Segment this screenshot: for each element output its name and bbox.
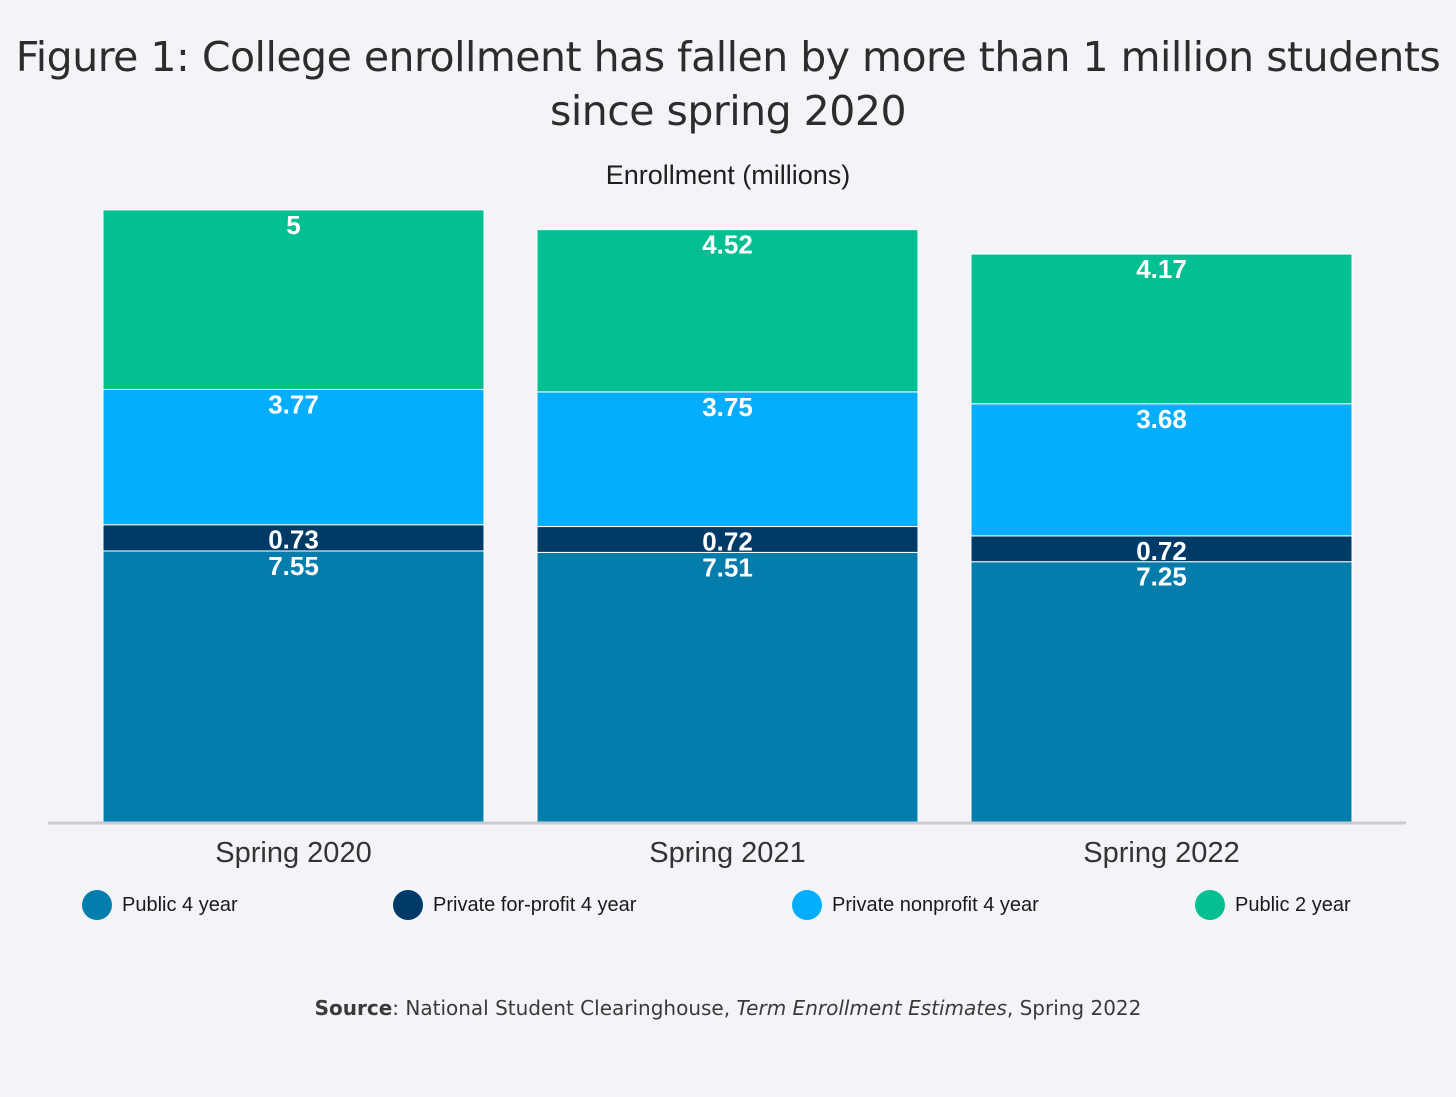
data-label: 3.77 xyxy=(268,389,319,419)
data-label: 4.52 xyxy=(702,230,753,260)
source-sep: : xyxy=(392,996,406,1020)
legend-swatch xyxy=(792,890,822,920)
bar-segment[interactable] xyxy=(102,524,485,552)
bar-segment[interactable] xyxy=(102,388,485,526)
bar-segment[interactable] xyxy=(102,550,485,823)
chart-subtitle: Enrollment (millions) xyxy=(605,160,851,190)
bar-segment[interactable] xyxy=(536,391,919,528)
legend-swatch xyxy=(393,890,423,920)
legend-item-private-for-profit-4-year[interactable]: Private for-profit 4 year xyxy=(393,890,636,920)
source-italic: Term Enrollment Estimates xyxy=(736,996,1007,1020)
data-label: 0.73 xyxy=(268,525,319,555)
data-label: 3.68 xyxy=(1136,404,1187,434)
bar-segment[interactable] xyxy=(536,229,919,393)
bar-segment[interactable] xyxy=(536,551,919,823)
data-label: 7.51 xyxy=(702,552,753,582)
source-tail: , Spring 2022 xyxy=(1006,996,1142,1020)
data-label: 4.17 xyxy=(1136,254,1187,284)
bar-segment[interactable] xyxy=(970,253,1353,405)
bar-stack xyxy=(102,209,485,823)
chart-title: Figure 1: College enrollment has fallen … xyxy=(15,33,1441,135)
legend-item-public-4-year[interactable]: Public 4 year xyxy=(82,890,238,920)
legend-label: Private nonprofit 4 year xyxy=(832,893,1039,916)
legend-item-private-nonprofit-4-year[interactable]: Private nonprofit 4 year xyxy=(792,890,1039,920)
data-label: 0.72 xyxy=(1136,536,1187,566)
bar-segment[interactable] xyxy=(970,403,1353,537)
data-label: 5 xyxy=(286,210,300,240)
data-label: 7.55 xyxy=(268,551,319,581)
source-text: National Student Clearinghouse, xyxy=(405,996,737,1020)
data-label: 7.25 xyxy=(1136,562,1187,592)
source-note: Source: National Student Clearinghouse, … xyxy=(0,996,1456,1020)
bar-segment[interactable] xyxy=(970,535,1353,563)
legend-label: Public 2 year xyxy=(1235,893,1351,916)
source-label: Source xyxy=(314,996,393,1020)
bar-stack xyxy=(536,229,919,823)
bar-segment[interactable] xyxy=(102,209,485,390)
legend: Public 4 year Private for-profit 4 year … xyxy=(0,890,1456,926)
bar-stack xyxy=(970,253,1353,823)
x-tick-label: Spring 2020 xyxy=(215,837,371,869)
legend-swatch xyxy=(82,890,112,920)
legend-label: Public 4 year xyxy=(122,893,238,916)
legend-item-public-2-year[interactable]: Public 2 year xyxy=(1195,890,1351,920)
legend-label: Private for-profit 4 year xyxy=(433,893,637,916)
x-tick-label: Spring 2022 xyxy=(1083,837,1239,869)
bar-segment[interactable] xyxy=(970,561,1353,823)
x-tick-label: Spring 2021 xyxy=(649,837,805,869)
data-label: 0.72 xyxy=(702,527,753,557)
data-label: 3.75 xyxy=(702,392,753,422)
legend-swatch xyxy=(1195,890,1225,920)
